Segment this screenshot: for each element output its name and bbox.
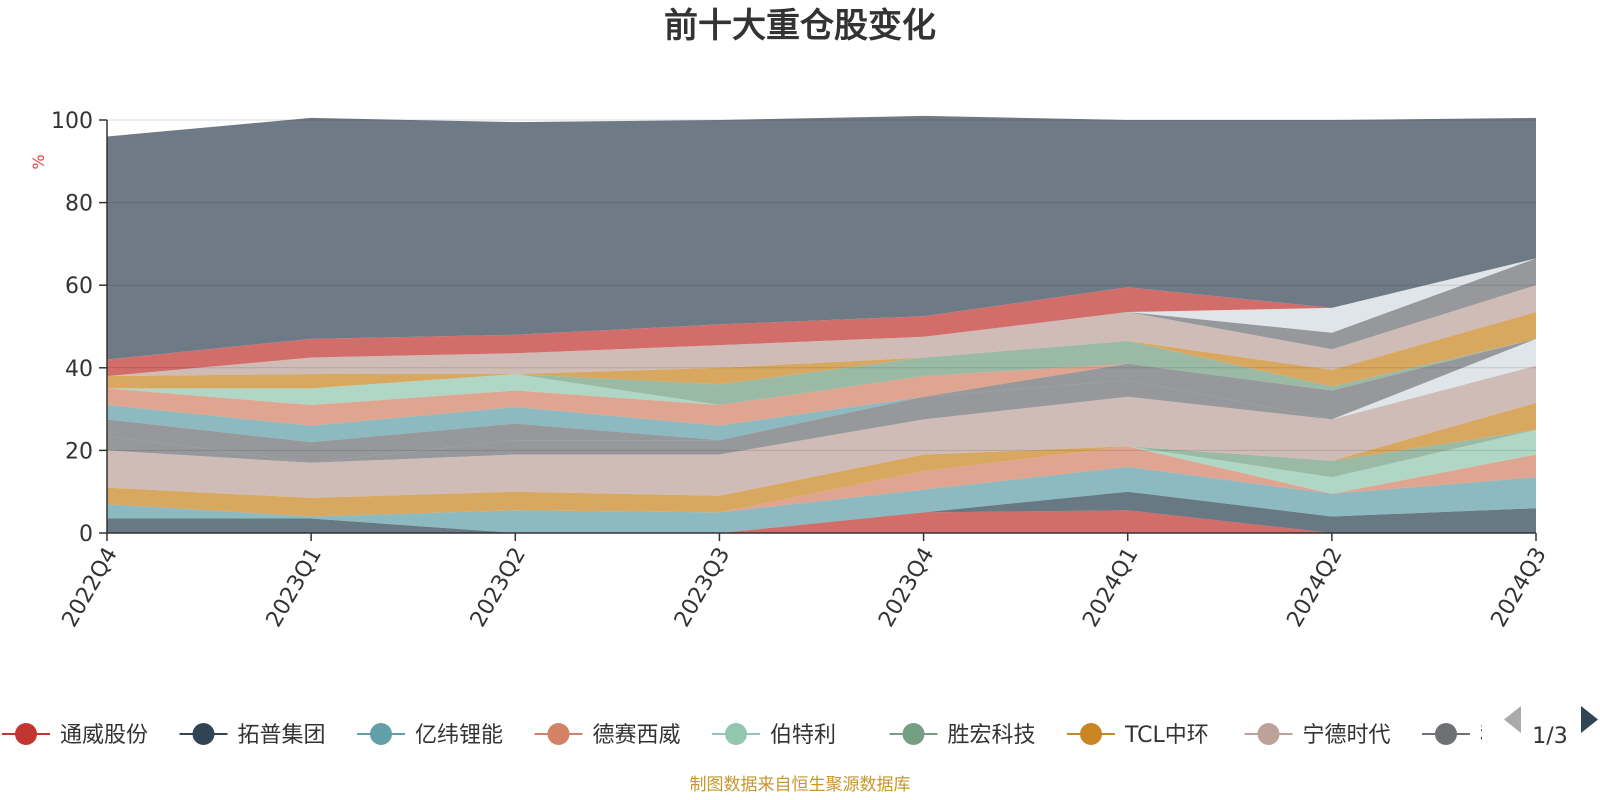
y-tick-label: 100 bbox=[51, 109, 93, 134]
legend-page-indicator: 1/3 bbox=[1532, 724, 1567, 749]
area-band-1 bbox=[107, 491, 1536, 533]
data-source-note: 制图数据来自恒生聚源数据库 bbox=[690, 775, 911, 795]
area-band-15 bbox=[107, 312, 1536, 389]
legend-marker-icon bbox=[1080, 723, 1102, 745]
area-band-18 bbox=[107, 258, 1536, 377]
legend-next-icon[interactable] bbox=[1581, 706, 1598, 733]
x-tick-label: 2023Q3 bbox=[670, 543, 735, 631]
area-band-2 bbox=[107, 466, 1536, 533]
area-band-13 bbox=[107, 338, 1536, 405]
legend-label: 拓普集团 bbox=[238, 723, 326, 748]
legend-prev-icon[interactable] bbox=[1504, 706, 1521, 733]
legend-label: TCL中环 bbox=[1124, 723, 1209, 748]
legend-item[interactable]: 伯特利 bbox=[712, 723, 836, 748]
legend-marker-icon bbox=[370, 723, 392, 745]
legend-marker-icon bbox=[547, 723, 570, 745]
legend-item[interactable]: 宁德时代 bbox=[1244, 723, 1391, 748]
y-axis-unit: % bbox=[29, 154, 48, 169]
area-band-3 bbox=[107, 446, 1536, 517]
y-tick-labels: 0 20 40 60 80 100 bbox=[51, 109, 93, 547]
legend-label: 通威股份 bbox=[60, 723, 148, 748]
legend-item[interactable]: 德赛西威 bbox=[534, 723, 681, 748]
legend-item[interactable]: 胜宏科技 bbox=[889, 723, 1036, 748]
area-band-4 bbox=[107, 429, 1536, 517]
legend-item[interactable]: TCL中环 bbox=[1067, 723, 1209, 748]
legend-pager: 1/3 bbox=[1504, 706, 1598, 749]
area-band-7 bbox=[107, 365, 1536, 498]
x-tick-label: 2024Q2 bbox=[1282, 543, 1347, 631]
legend-marker-icon bbox=[902, 723, 925, 745]
legend-marker-icon bbox=[15, 723, 37, 745]
area-band-12 bbox=[107, 338, 1536, 426]
x-tick-label: 2024Q3 bbox=[1487, 543, 1552, 631]
area-band-10 bbox=[107, 338, 1536, 463]
area-band-6 bbox=[107, 402, 1536, 517]
legend-label: 伯特利 bbox=[770, 723, 836, 748]
x-tick-label: 2022Q4 bbox=[58, 543, 123, 631]
y-tick-label: 0 bbox=[79, 522, 93, 547]
legend-label: 德赛西威 bbox=[593, 723, 681, 748]
legend-label: 胜宏科技 bbox=[948, 723, 1036, 748]
legend-label: 宁德时代 bbox=[1303, 723, 1391, 748]
legend-marker-icon bbox=[1257, 723, 1280, 745]
legend-item[interactable]: 科达利 bbox=[1422, 723, 1546, 748]
area-band-0 bbox=[107, 510, 1536, 533]
grid-lines bbox=[99, 119, 1536, 534]
legend: 通威股份 拓普集团 亿纬锂能 德赛西威 伯特利 胜宏科技 TCL中环 宁德时代 科达利 bbox=[2, 723, 1546, 748]
legend-marker-icon bbox=[192, 723, 215, 745]
area-band-5 bbox=[107, 429, 1536, 517]
area-band-19 bbox=[107, 258, 1536, 377]
y-tick-label: 40 bbox=[65, 357, 93, 382]
x-tick-label: 2023Q2 bbox=[466, 543, 531, 631]
legend-label: 科达利 bbox=[1480, 723, 1546, 748]
legend-item[interactable]: 亿纬锂能 bbox=[357, 723, 503, 748]
legend-label: 亿纬锂能 bbox=[415, 723, 503, 748]
y-tick-label: 60 bbox=[65, 274, 93, 299]
area-band-11 bbox=[107, 338, 1536, 443]
area-band-21 bbox=[107, 115, 1536, 360]
legend-item[interactable]: 通威股份 bbox=[2, 723, 148, 748]
x-tick-label: 2024Q1 bbox=[1078, 543, 1143, 631]
x-tick-label: 2023Q4 bbox=[874, 543, 939, 631]
area-band-16 bbox=[107, 285, 1536, 377]
area-band-20 bbox=[107, 258, 1536, 377]
area-layers bbox=[107, 115, 1536, 533]
x-tick-label: 2023Q1 bbox=[262, 543, 327, 631]
y-tick-label: 20 bbox=[65, 439, 93, 464]
legend-marker-icon bbox=[1435, 723, 1457, 745]
chart-title: 前十大重仓股变化 bbox=[664, 6, 936, 46]
area-band-14 bbox=[107, 338, 1536, 405]
legend-item[interactable]: 拓普集团 bbox=[179, 723, 326, 748]
legend-marker-icon bbox=[725, 723, 747, 745]
axes bbox=[106, 120, 1537, 541]
x-tick-labels: 2022Q4 2023Q1 2023Q2 2023Q3 2023Q4 2024Q1 2024… bbox=[58, 543, 1552, 631]
y-tick-label: 80 bbox=[65, 192, 93, 217]
